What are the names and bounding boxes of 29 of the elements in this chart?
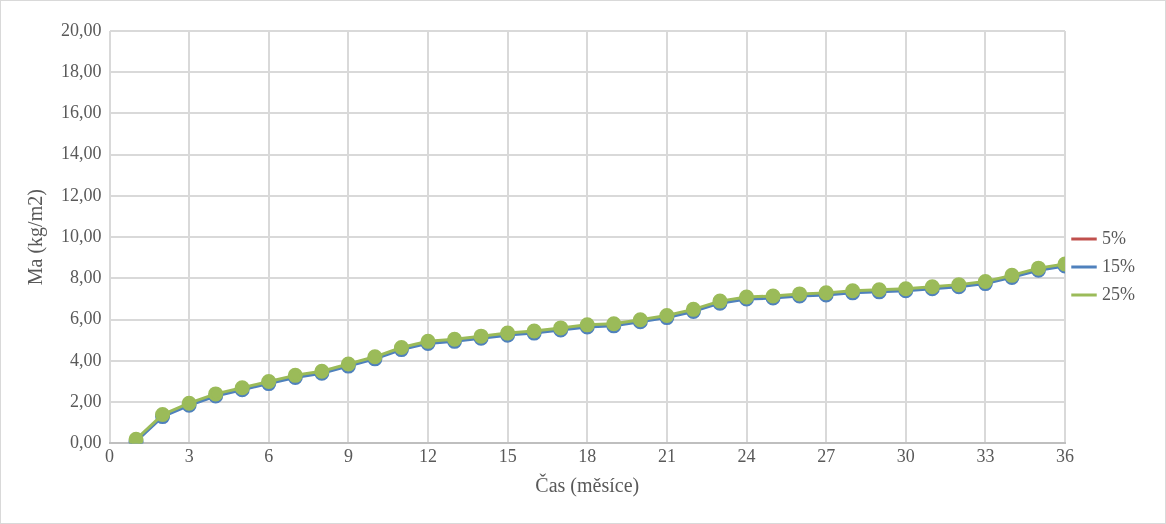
x-tick-label: 6: [264, 445, 274, 466]
y-tick-label: 16,00: [61, 102, 102, 123]
x-tick-label: 9: [343, 445, 353, 466]
y-tick-label: 20,00: [61, 19, 102, 40]
x-tick-label: 21: [657, 445, 676, 466]
y-tick-label: 2,00: [70, 390, 102, 411]
y-axis-title: Ma (kg/m2): [24, 189, 48, 286]
y-tick-label: 0,00: [70, 432, 102, 453]
y-tick-label: 12,00: [61, 184, 102, 205]
x-tick-label: 24: [737, 445, 756, 466]
x-tick-label: 3: [184, 445, 194, 466]
y-tick-label: 4,00: [70, 349, 102, 370]
x-tick-label: 27: [817, 445, 836, 466]
x-tick-label: 36: [1056, 445, 1075, 466]
legend-label: 5%: [1102, 227, 1127, 248]
legend-label: 15%: [1102, 255, 1136, 276]
y-tick-label: 14,00: [61, 143, 102, 164]
x-tick-label: 12: [419, 445, 437, 466]
x-tick-label: 15: [498, 445, 517, 466]
x-tick-label: 30: [896, 445, 915, 466]
legend-label: 25%: [1102, 283, 1136, 304]
x-tick-label: 0: [105, 445, 114, 466]
x-axis-title: Čas (měsíce): [535, 473, 640, 498]
x-tick-label: 33: [976, 445, 995, 466]
y-tick-label: 18,00: [61, 60, 102, 81]
x-tick-label: 18: [578, 445, 597, 466]
y-tick-label: 10,00: [61, 225, 102, 246]
y-tick-label: 8,00: [70, 267, 102, 288]
y-tick-label: 6,00: [70, 308, 102, 329]
